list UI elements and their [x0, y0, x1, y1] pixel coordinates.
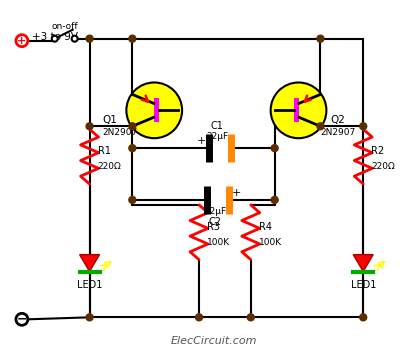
Text: −: − — [17, 313, 27, 326]
Text: ElecCircuit.com: ElecCircuit.com — [171, 336, 257, 346]
Text: on-off: on-off — [51, 22, 78, 31]
Text: 22μF: 22μF — [206, 132, 228, 141]
Circle shape — [126, 82, 182, 138]
Text: 220Ω: 220Ω — [371, 162, 395, 171]
Circle shape — [129, 197, 136, 203]
Circle shape — [317, 123, 324, 130]
Text: 100K: 100K — [207, 238, 230, 247]
Text: 100K: 100K — [259, 238, 282, 247]
Circle shape — [271, 145, 278, 152]
Circle shape — [129, 35, 136, 42]
Circle shape — [271, 197, 278, 203]
Circle shape — [317, 35, 324, 42]
Text: C2: C2 — [208, 217, 222, 227]
Circle shape — [129, 123, 136, 130]
Text: R2: R2 — [371, 146, 384, 156]
Circle shape — [360, 123, 367, 130]
Text: 22μF: 22μF — [204, 207, 226, 216]
Polygon shape — [80, 255, 100, 271]
Circle shape — [196, 314, 202, 321]
Circle shape — [86, 123, 93, 130]
Text: +: + — [232, 188, 242, 198]
Text: R1: R1 — [98, 146, 110, 156]
Text: 2N2907: 2N2907 — [320, 128, 356, 137]
Text: LED1: LED1 — [350, 280, 376, 291]
Text: +: + — [17, 36, 26, 46]
Text: R4: R4 — [259, 222, 272, 232]
Text: +3 to 9V: +3 to 9V — [32, 32, 78, 42]
Text: LED1: LED1 — [77, 280, 102, 291]
Circle shape — [129, 145, 136, 152]
Bar — [294, 98, 299, 122]
Circle shape — [360, 314, 367, 321]
Circle shape — [86, 314, 93, 321]
Bar — [154, 98, 159, 122]
Text: 220Ω: 220Ω — [98, 162, 121, 171]
Text: C1: C1 — [210, 121, 223, 131]
Circle shape — [52, 36, 58, 42]
Circle shape — [72, 36, 78, 42]
Circle shape — [271, 82, 326, 138]
Circle shape — [16, 35, 28, 47]
Text: Q1: Q1 — [102, 115, 117, 125]
Circle shape — [247, 314, 254, 321]
Text: 2N2907: 2N2907 — [102, 128, 138, 137]
Text: Q2: Q2 — [330, 115, 345, 125]
Polygon shape — [353, 255, 373, 271]
Text: R3: R3 — [207, 222, 220, 232]
Text: +: + — [196, 136, 206, 146]
Circle shape — [86, 35, 93, 42]
Circle shape — [16, 313, 28, 325]
